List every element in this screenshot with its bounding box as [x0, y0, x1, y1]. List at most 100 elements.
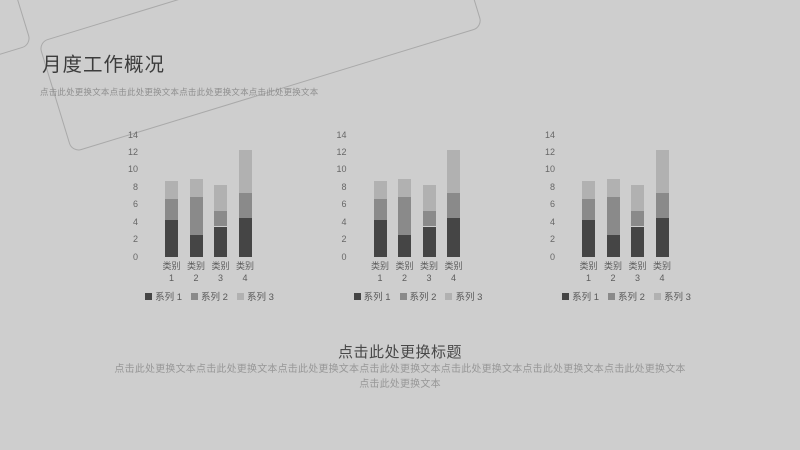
bar-segment	[398, 235, 411, 257]
legend-label: 系列 1	[363, 292, 391, 303]
x-axis-category-label: 类别 2	[603, 261, 622, 283]
y-axis-tick-label: 14	[544, 129, 555, 140]
y-axis-tick-label: 10	[127, 164, 138, 175]
x-axis-category-label: 类别 2	[186, 261, 205, 283]
bar-segment	[238, 193, 252, 218]
bar-segment	[165, 198, 178, 220]
bar-segment	[447, 193, 460, 218]
y-axis-tick-label: 6	[341, 199, 347, 210]
slide-title[interactable]: 月度工作概况	[42, 54, 166, 76]
x-axis-category-label: 类别 1	[162, 261, 181, 283]
bar-segment	[373, 181, 387, 199]
bar-segment	[214, 210, 227, 227]
bar-segment	[214, 184, 227, 211]
bar-segment	[606, 235, 620, 257]
legend-marker-icon	[653, 292, 661, 300]
bar-segment	[189, 196, 203, 236]
chart-legend: 系列 1 系列 2 系列 3	[331, 289, 506, 303]
y-axis-tick-label: 0	[132, 251, 138, 262]
y-axis-tick-label: 4	[549, 216, 555, 227]
legend-marker-icon	[236, 292, 244, 300]
bar-segment	[655, 217, 669, 257]
y-axis-tick-label: 12	[336, 146, 347, 157]
bar-segment	[214, 226, 227, 257]
corner-line-decoration-2	[0, 0, 32, 133]
y-axis-tick-label: 2	[341, 234, 347, 245]
bar-segment	[631, 184, 644, 211]
bar-segment	[373, 219, 387, 257]
y-axis-tick-label: 12	[127, 146, 138, 157]
legend-label: 系列 2	[201, 292, 228, 303]
y-axis-tick-label: 6	[132, 199, 138, 210]
legend-item: 系列 3	[653, 289, 691, 303]
legend-label: 系列 3	[246, 292, 274, 303]
y-axis-tick-label: 14	[127, 129, 138, 140]
y-axis-tick-label: 0	[549, 251, 555, 262]
stacked-bar-chart-2[interactable]: 14 12 10 8 6 4 2 0 类别 1 类别 2 类别 3 类别 4 系列 1 系列 2 系列 3	[331, 126, 506, 308]
legend-item: 系列 2	[191, 289, 228, 303]
bar-segment	[655, 149, 669, 194]
y-axis-tick-label: 4	[341, 216, 347, 227]
bar-segment	[606, 196, 620, 236]
bar-segment	[606, 179, 620, 197]
legend-marker-icon	[353, 292, 361, 300]
legend-item: 系列 2	[399, 289, 437, 303]
legend-marker-icon	[399, 292, 407, 300]
y-axis-tick-label: 10	[336, 164, 347, 175]
charts-row: 14 12 10 8 6 4 2 0 类别 1 类别 2 类别 3 类别 4 系列 1 系列 2 系列 3 …	[122, 126, 714, 308]
bar-segment	[398, 196, 411, 236]
legend-label: 系列 3	[663, 292, 691, 303]
bar-segment	[398, 179, 411, 197]
y-axis-tick-label: 6	[549, 199, 555, 210]
y-axis-tick-label: 8	[549, 181, 555, 192]
stacked-bar-chart-3[interactable]: 14 12 10 8 6 4 2 0 类别 1 类别 2 类别 3 类别 4 系列 1 系列 2 系列 3	[539, 126, 714, 308]
legend-label: 系列 1	[572, 292, 600, 303]
legend-marker-icon	[145, 292, 153, 300]
slide-subtitle-placeholder[interactable]: 点击此处更换文本点击此处更换文本点击此处更换文本点击此处更换文本	[40, 87, 319, 97]
x-axis-category-label: 类别 3	[628, 261, 647, 283]
legend-item: 系列 3	[236, 289, 274, 303]
bar-segment	[422, 210, 436, 227]
legend-label: 系列 1	[155, 292, 183, 303]
legend-marker-icon	[562, 292, 570, 300]
bar-segment	[189, 179, 203, 197]
y-axis-tick-label: 2	[132, 234, 138, 245]
bar-segment	[655, 193, 669, 218]
x-axis-category-label: 类别 2	[395, 261, 414, 283]
y-axis-tick-label: 14	[336, 129, 347, 140]
bar-segment	[422, 184, 436, 211]
legend-item: 系列 1	[353, 289, 391, 303]
bar-segment	[582, 181, 595, 199]
legend-marker-icon	[445, 292, 453, 300]
section-heading-placeholder[interactable]: 点击此处更换标题	[337, 344, 462, 361]
y-axis-tick-label: 12	[544, 146, 555, 157]
bar-segment	[582, 198, 595, 220]
y-axis-tick-label: 2	[549, 234, 555, 245]
bar-segment	[373, 198, 387, 220]
stacked-bar-chart-1[interactable]: 14 12 10 8 6 4 2 0 类别 1 类别 2 类别 3 类别 4 系列 1 系列 2 系列 3	[122, 126, 297, 308]
x-axis-category-label: 类别 4	[444, 261, 463, 283]
x-axis-category-label: 类别 4	[235, 261, 254, 283]
y-axis-tick-label: 4	[132, 216, 138, 227]
body-text-placeholder[interactable]: 点击此处更换文本点击此处更换文本点击此处更换文本点击此处更换文本点击此处更换文本…	[114, 364, 686, 390]
legend-item: 系列 2	[608, 289, 645, 303]
bar-segment	[165, 219, 178, 257]
legend-label: 系列 2	[618, 292, 645, 303]
y-axis-tick-label: 8	[341, 181, 347, 192]
bar-segment	[631, 210, 644, 227]
bar-segment	[238, 149, 252, 194]
legend-item: 系列 3	[445, 289, 482, 303]
x-axis-category-label: 类别 3	[211, 261, 230, 283]
y-axis-tick-label: 10	[544, 164, 555, 175]
chart-legend: 系列 1 系列 2 系列 3	[539, 289, 714, 303]
bar-segment	[189, 235, 203, 257]
legend-item: 系列 1	[562, 289, 599, 303]
bar-segment	[422, 226, 436, 257]
x-axis-category-label: 类别 4	[652, 261, 671, 283]
legend-label: 系列 2	[409, 292, 437, 303]
legend-item: 系列 1	[145, 289, 182, 303]
bar-segment	[447, 149, 460, 194]
y-axis-tick-label: 0	[341, 251, 347, 262]
legend-marker-icon	[191, 292, 199, 300]
